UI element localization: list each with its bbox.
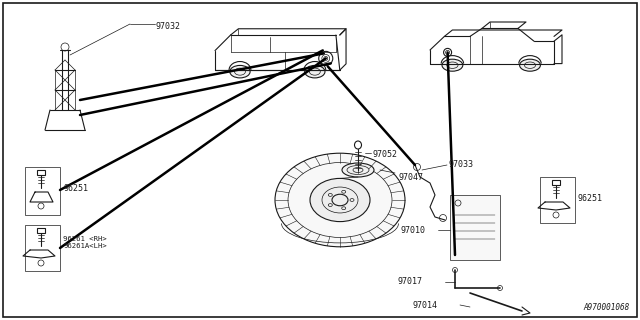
Bar (450, 195, 500, 260)
Bar (540, 177, 575, 223)
Text: 97014: 97014 (412, 300, 437, 309)
Ellipse shape (275, 153, 405, 247)
Text: 96261 <RH>
96261A<LH>: 96261 <RH> 96261A<LH> (63, 236, 107, 249)
Text: 97033: 97033 (448, 160, 473, 169)
Ellipse shape (310, 179, 370, 222)
Text: 96251: 96251 (63, 183, 88, 193)
Bar (25, 167, 60, 215)
Ellipse shape (305, 65, 325, 78)
Text: 96251: 96251 (578, 194, 603, 203)
Text: 97047: 97047 (398, 173, 423, 182)
Text: 97010: 97010 (400, 226, 425, 235)
Bar (25, 225, 60, 271)
Text: 97017: 97017 (397, 277, 422, 286)
Bar (552, 180, 560, 185)
Text: A970001068: A970001068 (584, 303, 630, 312)
Bar (37, 170, 45, 175)
Text: 97032: 97032 (155, 22, 180, 31)
Bar (37, 228, 45, 233)
Ellipse shape (520, 59, 540, 71)
Ellipse shape (342, 163, 374, 177)
Ellipse shape (442, 59, 463, 71)
Text: 97052: 97052 (372, 150, 397, 159)
Ellipse shape (230, 65, 250, 78)
